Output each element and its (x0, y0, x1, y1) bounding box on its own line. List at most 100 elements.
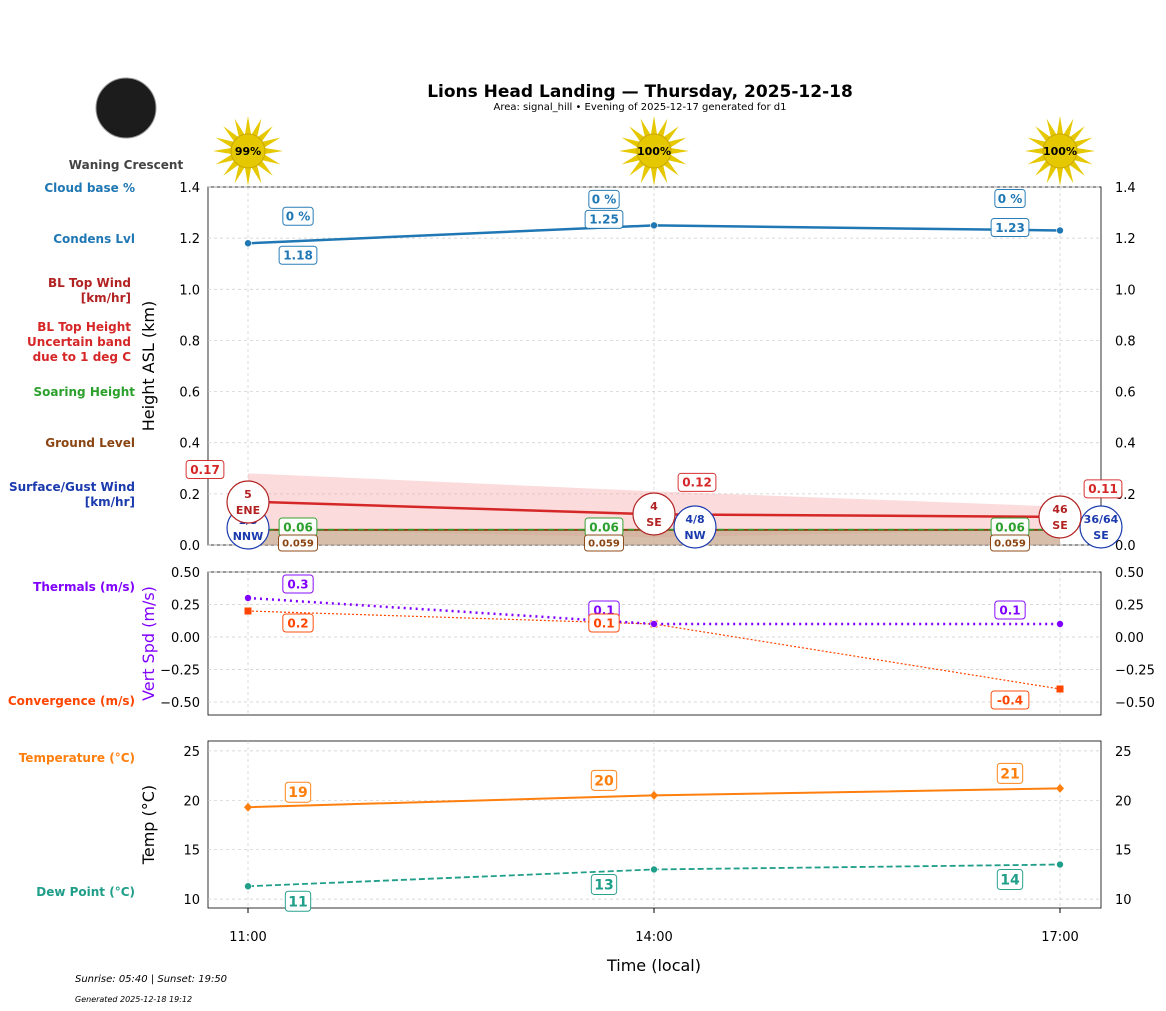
bl-wind-speed: 46 (1052, 503, 1068, 516)
temperature-line-point (1056, 783, 1064, 793)
axes-frame (207, 571, 1102, 716)
data-label-box (284, 890, 312, 912)
data-label: 1.23 (995, 221, 1025, 235)
sun-ray (1069, 126, 1085, 142)
bl-wind-direction: ENE (236, 504, 260, 517)
data-label-box (588, 613, 620, 633)
data-label: 0.059 (588, 539, 620, 550)
chart-title: Lions Head Landing — Thursday, 2025-12-1… (427, 82, 853, 102)
y-tick-label: 0.2 (179, 488, 200, 503)
data-label-box (590, 769, 618, 791)
data-label: 20 (594, 773, 614, 789)
y-tick-label-right: 10 (1115, 893, 1132, 908)
sun-ray (657, 118, 668, 137)
data-label-box (282, 206, 314, 226)
data-label: 0.1 (999, 603, 1020, 617)
sun-ray (1025, 147, 1044, 155)
y-tick-label: 25 (183, 745, 200, 760)
convergence-line (247, 610, 1061, 690)
x-axis-label: Time (local) (606, 956, 701, 975)
sun-ray (1035, 160, 1051, 176)
y-tick-label: 10 (183, 893, 200, 908)
bl-wind-circle (1038, 495, 1082, 539)
y-tick-label: −0.50 (160, 696, 200, 711)
bl-wind-speed: 5 (244, 488, 252, 501)
sun-ray (213, 147, 232, 155)
y-tick-label-right: 1.2 (1115, 232, 1136, 247)
sun-ray (251, 118, 262, 137)
y-tick-label: 1.2 (179, 232, 200, 247)
data-label-box (1083, 479, 1123, 499)
sun-ray (670, 147, 689, 155)
y-axis-label: Vert Spd (m/s) (139, 586, 158, 701)
data-label: 11 (288, 894, 307, 910)
data-label: 13 (594, 878, 613, 894)
sun-ray (257, 126, 273, 142)
data-label: 0.059 (994, 539, 1026, 550)
legend-label: Surface/Gust Wind [km/hr] (9, 480, 135, 509)
ground-level-fill (248, 529, 1060, 545)
sun-ray (650, 116, 658, 135)
y-tick-label-right: 0.8 (1115, 334, 1136, 349)
surface-wind-speed: 36/64 (1084, 513, 1119, 526)
sun-ray (657, 165, 668, 184)
chart-subtitle: Area: signal_hill • Evening of 2025-12-1… (493, 102, 787, 113)
y-tick-label-right: 25 (1115, 745, 1132, 760)
sun-ray (629, 126, 645, 142)
sun-percent-label: 99% (235, 145, 261, 158)
sun-percent-label: 100% (637, 145, 671, 158)
sun-ray (1046, 165, 1057, 184)
sun-ray (223, 160, 239, 176)
y-tick-label: 0.00 (171, 631, 200, 646)
y-tick-label-right: −0.25 (1115, 664, 1155, 679)
data-label: 0.3 (287, 577, 308, 591)
y-tick-label: 0.6 (179, 386, 200, 401)
sun-ray (629, 160, 645, 176)
data-label: 19 (288, 785, 307, 801)
y-tick-label: 0.4 (179, 437, 200, 452)
dew-point-line-point (650, 865, 658, 874)
sun-ray (640, 165, 651, 184)
sun-ray (234, 165, 245, 184)
y-tick-label: 1.4 (179, 181, 200, 196)
data-label: 0.11 (1088, 482, 1118, 496)
data-label-box (996, 869, 1024, 891)
condens-level-line-point (650, 221, 658, 230)
y-tick-label-right: 0.25 (1115, 599, 1144, 614)
sun-ray (262, 137, 281, 148)
data-label: 0.059 (282, 539, 314, 550)
y-tick-label: 0.50 (171, 566, 200, 581)
y-tick-label-right: 0.0 (1115, 539, 1136, 554)
sun-icon (636, 133, 672, 169)
legend-label: Cloud base % (44, 181, 135, 195)
data-label-box (185, 460, 225, 480)
sun-ray (234, 118, 245, 137)
data-label: 1.18 (283, 249, 313, 263)
surface-wind-circle (673, 505, 717, 549)
sun-ray (1076, 147, 1095, 155)
data-label: 0.06 (995, 520, 1025, 534)
data-label: 0.2 (287, 616, 308, 630)
data-label: 0 % (998, 192, 1023, 206)
convergence-line-point (244, 607, 252, 615)
sun-ray (1027, 154, 1046, 165)
thermals-line-point (650, 620, 658, 628)
sun-ray (251, 165, 262, 184)
data-label-box (284, 781, 312, 803)
sun-ray (1035, 126, 1051, 142)
x-tick-label: 11:00 (229, 930, 266, 945)
sun-ray (1027, 137, 1046, 148)
bl-wind-direction: SE (1052, 519, 1067, 532)
legend-label: Dew Point (°C) (36, 885, 135, 899)
convergence-line-point (1056, 685, 1064, 693)
sun-icon (230, 133, 266, 169)
sun-ray (1074, 154, 1093, 165)
y-tick-label-right: 1.4 (1115, 181, 1136, 196)
sun-percent-label: 100% (1043, 145, 1077, 158)
data-label-box (990, 534, 1030, 552)
y-tick-label-right: 20 (1115, 794, 1132, 809)
sun-ray (264, 147, 283, 155)
sun-ray (1063, 165, 1074, 184)
y-axis-label: Height ASL (km) (139, 301, 158, 431)
